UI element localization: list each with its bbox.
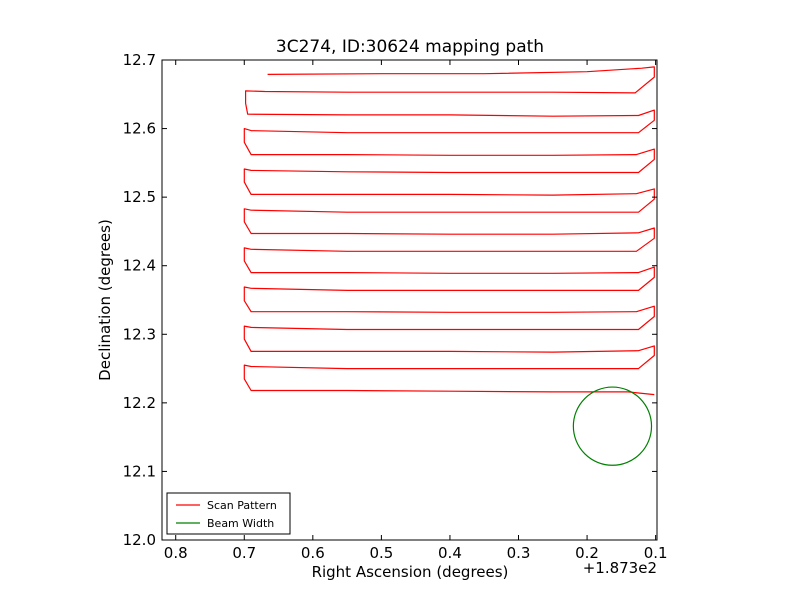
y-tick-label: 12.7 (123, 51, 156, 69)
y-axis-ticks: 12.0 12.1 12.2 12.3 12.4 12.5 12.6 12.7 (123, 51, 657, 549)
y-tick-label: 12.6 (123, 120, 156, 138)
y-tick-label: 12.2 (123, 394, 156, 412)
legend: Scan Pattern Beam Width (166, 492, 291, 535)
y-tick-label: 12.3 (123, 325, 156, 343)
y-tick-label: 12.0 (123, 531, 156, 549)
plot-frame (161, 59, 658, 541)
legend-label-beam-width: Beam Width (207, 517, 274, 530)
x-tick-label: 0.1 (644, 544, 668, 562)
x-axis-label: Right Ascension (degrees) (312, 563, 509, 581)
legend-label-scan-pattern: Scan Pattern (207, 499, 277, 512)
x-axis-ticks: 0.8 0.7 0.6 0.5 0.4 0.3 0.2 0.1 (164, 60, 668, 562)
x-axis-offset-label: +1.873e2 (583, 559, 657, 577)
legend-box (166, 492, 291, 535)
y-tick-label: 12.5 (123, 188, 156, 206)
x-tick-label: 0.3 (507, 544, 531, 562)
plot-data-layer (243, 66, 655, 466)
y-tick-label: 12.4 (123, 257, 156, 275)
y-tick-label: 12.1 (123, 462, 156, 480)
x-tick-label: 0.8 (164, 544, 188, 562)
chart-title: 3C274, ID:30624 mapping path (276, 37, 544, 57)
x-tick-label: 0.7 (232, 544, 256, 562)
series-circle-beam-width (572, 386, 653, 466)
series-line-scan-pattern (243, 66, 655, 396)
x-tick-label: 0.2 (575, 544, 599, 562)
x-tick-label: 0.4 (438, 544, 462, 562)
y-axis-label: Declination (degrees) (96, 219, 114, 381)
x-tick-label: 0.5 (369, 544, 393, 562)
x-tick-label: 0.6 (301, 544, 325, 562)
